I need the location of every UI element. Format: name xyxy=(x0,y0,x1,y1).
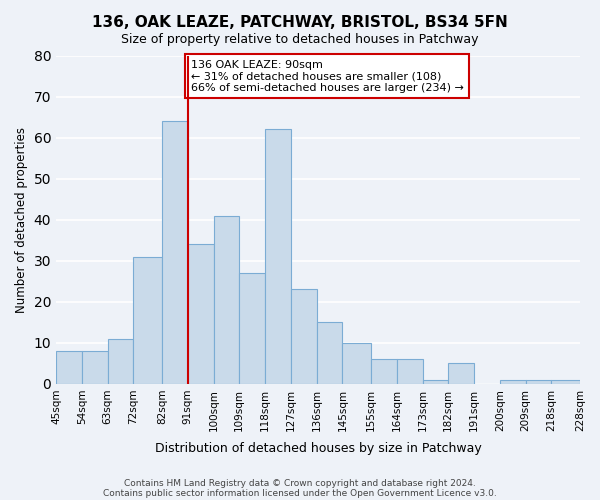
Bar xyxy=(371,360,397,384)
Bar xyxy=(526,380,551,384)
X-axis label: Distribution of detached houses by size in Patchway: Distribution of detached houses by size … xyxy=(155,442,481,455)
Bar xyxy=(291,290,317,384)
Bar xyxy=(422,380,448,384)
Bar xyxy=(133,256,162,384)
Bar xyxy=(343,343,371,384)
Bar xyxy=(162,121,188,384)
Bar xyxy=(188,244,214,384)
Bar xyxy=(56,351,82,384)
Text: Size of property relative to detached houses in Patchway: Size of property relative to detached ho… xyxy=(121,32,479,46)
Bar xyxy=(265,130,291,384)
Bar xyxy=(317,322,343,384)
Bar xyxy=(239,273,265,384)
Y-axis label: Number of detached properties: Number of detached properties xyxy=(15,126,28,312)
Text: Contains HM Land Registry data © Crown copyright and database right 2024.: Contains HM Land Registry data © Crown c… xyxy=(124,478,476,488)
Bar xyxy=(107,338,133,384)
Bar xyxy=(551,380,580,384)
Bar xyxy=(397,360,422,384)
Text: 136 OAK LEAZE: 90sqm
← 31% of detached houses are smaller (108)
66% of semi-deta: 136 OAK LEAZE: 90sqm ← 31% of detached h… xyxy=(191,60,463,93)
Text: 136, OAK LEAZE, PATCHWAY, BRISTOL, BS34 5FN: 136, OAK LEAZE, PATCHWAY, BRISTOL, BS34 … xyxy=(92,15,508,30)
Bar xyxy=(448,364,474,384)
Bar xyxy=(214,216,239,384)
Bar xyxy=(82,351,107,384)
Text: Contains public sector information licensed under the Open Government Licence v3: Contains public sector information licen… xyxy=(103,488,497,498)
Bar xyxy=(500,380,526,384)
